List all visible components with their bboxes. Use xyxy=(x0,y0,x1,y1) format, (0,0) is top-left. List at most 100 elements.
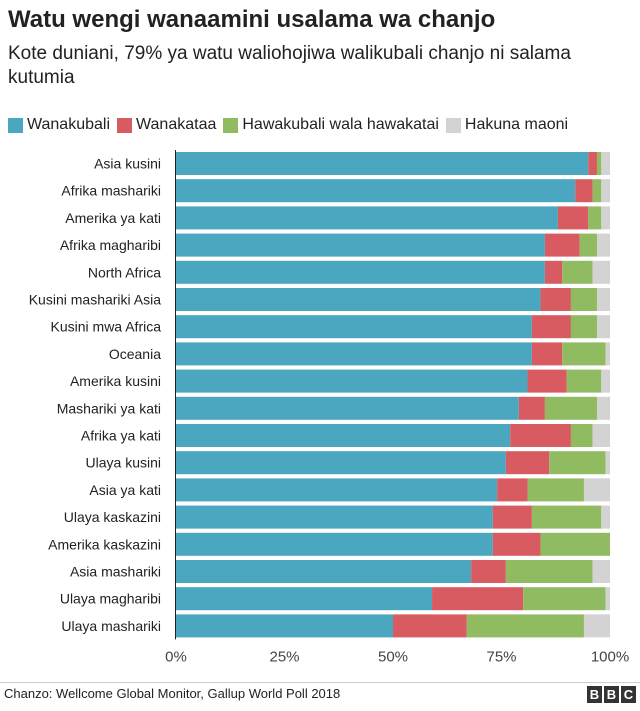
category-label: Afrika magharibi xyxy=(60,237,161,253)
bar-segment-wanakataa xyxy=(588,152,597,175)
bar-segment-hakuna-maoni xyxy=(596,233,610,257)
chart-legend: Wanakubali Wanakataa Hawakubali wala hawak… xyxy=(8,114,575,136)
bar-segment-hakuna-maoni xyxy=(592,260,610,284)
x-tick-label: 50% xyxy=(378,648,408,665)
bar-segment-hawakubali-wala-hawakatai xyxy=(562,342,606,366)
category-label: Amerika ya kati xyxy=(65,210,161,226)
legend-label: Wanakataa xyxy=(136,116,217,133)
bar-segment-wanakataa xyxy=(540,288,571,311)
bar-segment-wanakataa xyxy=(544,233,580,257)
bar-segment-wanakubali xyxy=(176,532,493,556)
category-label: Ulaya kusini xyxy=(86,455,161,471)
category-label: Asia mashariki xyxy=(70,564,161,580)
bar-segment-hawakubali-wala-hawakatai xyxy=(566,369,602,393)
bar-segment-wanakataa xyxy=(492,505,532,529)
bar-segment-hawakubali-wala-hawakatai xyxy=(505,560,593,583)
bbc-logo-letter: C xyxy=(621,686,636,703)
bar-segment-hawakubali-wala-hawakatai xyxy=(544,396,597,420)
source-note: Chanzo: Wellcome Global Monitor, Gallup … xyxy=(4,686,341,701)
chart-title: Watu wengi wanaamini usalama wa chanjo xyxy=(8,6,496,33)
bar-segment-wanakataa xyxy=(471,560,506,583)
bar-segment-hakuna-maoni xyxy=(596,288,610,311)
bar-segment-hawakubali-wala-hawakatai xyxy=(588,206,602,230)
bar-segment-hakuna-maoni xyxy=(601,179,610,203)
bar-segment-hawakubali-wala-hawakatai xyxy=(570,288,597,311)
bar-segment-wanakubali xyxy=(176,342,532,366)
bar-segment-wanakubali xyxy=(176,288,541,311)
bar-segment-hakuna-maoni xyxy=(592,424,610,447)
bar-segment-wanakataa xyxy=(531,342,563,366)
category-label: Asia kusini xyxy=(94,156,161,172)
x-tick-label: 75% xyxy=(486,648,516,665)
legend-item-hakuna-maoni: Hakuna maoni xyxy=(445,116,569,134)
bar-segment-hawakubali-wala-hawakatai xyxy=(579,233,597,257)
bar-segment-hakuna-maoni xyxy=(592,560,610,583)
chart-subtitle: Kote duniani, 79% ya watu waliohojiwa wa… xyxy=(8,43,571,88)
category-label: Ulaya kaskazini xyxy=(64,509,161,525)
legend-item-hawakubali-wala-hawakatai: Hawakubali wala hawakatai xyxy=(223,116,439,134)
bar-segment-hakuna-maoni xyxy=(583,478,610,502)
bbc-logo: B B C xyxy=(585,686,636,703)
legend-item-wanakataa: Wanakataa xyxy=(117,116,216,134)
bar-segment-wanakubali xyxy=(176,152,589,175)
bar-segment-wanakubali xyxy=(176,451,506,475)
category-label: Amerika kaskazini xyxy=(48,536,161,552)
bar-segment-wanakataa xyxy=(575,179,593,203)
bar-segment-wanakubali xyxy=(176,179,576,203)
bar-segment-hakuna-maoni xyxy=(601,369,610,393)
bar-segment-hakuna-maoni xyxy=(601,505,610,529)
bar-segment-wanakubali xyxy=(176,206,558,230)
bar-segment-wanakataa xyxy=(432,587,524,611)
legend-swatch xyxy=(223,117,239,133)
bar-segment-wanakubali xyxy=(176,587,433,611)
bar-segment-wanakataa xyxy=(544,260,563,284)
bar-segment-hakuna-maoni xyxy=(605,587,610,611)
bar-segment-hakuna-maoni xyxy=(605,451,610,475)
x-tick-label: 100% xyxy=(591,648,629,665)
bar-segment-wanakataa xyxy=(518,396,545,420)
bar-segment-wanakubali xyxy=(176,424,511,447)
x-tick-label: 0% xyxy=(165,648,187,665)
bar-segment-wanakataa xyxy=(505,451,550,475)
stacked-bar-chart: Asia kusini Afrika mashariki Amerika ya ka… xyxy=(29,150,629,665)
bar-segment-wanakubali xyxy=(176,505,493,529)
bar-segment-hawakubali-wala-hawakatai xyxy=(527,478,584,502)
x-tick-label: 25% xyxy=(269,648,299,665)
bar-segment-wanakataa xyxy=(531,315,571,339)
category-label: Afrika ya kati xyxy=(81,428,161,444)
legend-swatch xyxy=(117,117,133,133)
bar-segment-hakuna-maoni xyxy=(596,396,610,420)
bar-segment-hakuna-maoni xyxy=(605,342,610,366)
bar-segment-hakuna-maoni xyxy=(601,206,610,230)
bar-segment-wanakubali xyxy=(176,614,393,638)
bbc-logo-letter: B xyxy=(604,686,619,703)
bar-segment-hawakubali-wala-hawakatai xyxy=(531,505,602,529)
bar-segment-hakuna-maoni xyxy=(583,614,610,638)
category-label: Kusini mashariki Asia xyxy=(29,292,161,308)
bar-segment-hawakubali-wala-hawakatai xyxy=(570,424,593,447)
bar-segment-wanakubali xyxy=(176,233,545,257)
bar-segment-wanakubali xyxy=(176,260,545,284)
bar-segment-hawakubali-wala-hawakatai xyxy=(549,451,606,475)
bar-segment-hawakubali-wala-hawakatai xyxy=(596,152,602,175)
bar-segment-hawakubali-wala-hawakatai xyxy=(540,532,610,556)
category-label: Ulaya magharibi xyxy=(60,591,161,607)
category-label: Afrika mashariki xyxy=(61,183,161,199)
category-label: Kusini mwa Africa xyxy=(51,319,162,335)
bar-segment-wanakubali xyxy=(176,396,519,420)
bar-segment-wanakataa xyxy=(527,369,567,393)
bar-segment-hawakubali-wala-hawakatai xyxy=(466,614,584,638)
bar-segment-hawakubali-wala-hawakatai xyxy=(523,587,606,611)
bar-segment-wanakubali xyxy=(176,369,528,393)
legend-swatch xyxy=(8,117,23,133)
legend-item-wanakubali: Wanakubali xyxy=(8,116,110,134)
category-label: Oceania xyxy=(109,346,161,362)
legend-swatch xyxy=(445,117,461,133)
category-label: Asia ya kati xyxy=(89,482,161,498)
legend-label: Hakuna maoni xyxy=(464,116,569,133)
bbc-logo-letter: B xyxy=(587,686,602,703)
bar-segment-wanakataa xyxy=(393,614,467,638)
bar-segment-hakuna-maoni xyxy=(601,152,610,175)
category-label: Mashariki ya kati xyxy=(57,400,161,416)
legend-label: Hawakubali wala hawakatai xyxy=(242,116,439,133)
